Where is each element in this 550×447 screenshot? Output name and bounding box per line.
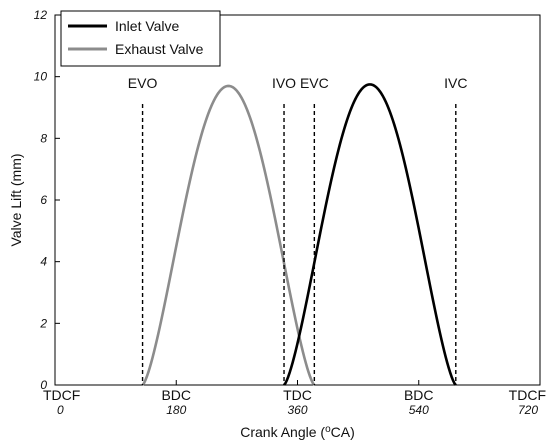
- y-tick-label: 8: [40, 131, 47, 145]
- x-tick-label: 0: [57, 403, 64, 417]
- event-label-evc: EVC: [300, 75, 329, 91]
- x-tick-label: 720: [518, 403, 538, 417]
- x-axis-title-superscript: o: [325, 424, 331, 435]
- x-axis-title-text: Crank Angle (: [240, 424, 325, 440]
- crank-position-label: BDC: [161, 387, 191, 403]
- y-tick-label: 0: [40, 378, 47, 392]
- legend: Inlet Valve Exhaust Valve: [60, 10, 221, 67]
- x-axis-title: Crank Angle (oCA): [240, 424, 355, 440]
- crank-position-label: TDCF: [43, 387, 80, 403]
- legend-box: [60, 10, 221, 67]
- y-tick-label: 4: [40, 255, 47, 269]
- x-tick-label: 360: [287, 403, 307, 417]
- x-tick-label: 540: [409, 403, 429, 417]
- event-label-ivo: IVO: [272, 75, 296, 91]
- crank-position-label: BDC: [404, 387, 434, 403]
- x-tick-label: 180: [166, 403, 186, 417]
- crank-position-label: TDCF: [509, 387, 546, 403]
- series-line-inlet-valve: [283, 83, 457, 386]
- legend-label: Exhaust Valve: [115, 41, 204, 57]
- event-label-evo: EVO: [128, 75, 158, 91]
- series-line-exhaust-valve: [141, 84, 316, 386]
- event-label-ivc: IVC: [444, 75, 467, 91]
- y-tick-label: 12: [34, 8, 48, 22]
- legend-label: Inlet Valve: [115, 18, 180, 34]
- y-tick-label: 6: [40, 193, 47, 207]
- x-axis-title-unit: CA): [331, 424, 355, 440]
- crank-position-label: TDC: [283, 387, 312, 403]
- y-axis-title: Valve Lift (mm): [8, 153, 24, 246]
- y-tick-label: 10: [34, 70, 48, 84]
- y-tick-label: 2: [39, 316, 47, 330]
